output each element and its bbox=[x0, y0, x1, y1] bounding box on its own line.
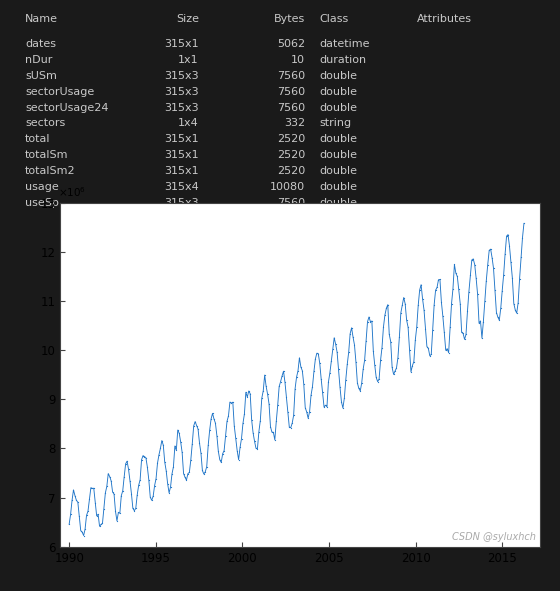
Text: usage: usage bbox=[25, 182, 59, 192]
Text: sectorUsage24: sectorUsage24 bbox=[25, 103, 109, 112]
Text: 1x1: 1x1 bbox=[178, 55, 199, 65]
Text: 1x4: 1x4 bbox=[178, 118, 199, 128]
Text: $\times10^6$: $\times10^6$ bbox=[58, 186, 86, 199]
Text: double: double bbox=[319, 87, 357, 97]
Text: 7560: 7560 bbox=[277, 103, 305, 112]
Text: 10: 10 bbox=[291, 55, 305, 65]
Text: 315x1: 315x1 bbox=[164, 150, 199, 160]
Text: totalSm2: totalSm2 bbox=[25, 166, 76, 176]
Text: 5062: 5062 bbox=[277, 39, 305, 49]
Text: 7560: 7560 bbox=[277, 87, 305, 97]
Text: 7560: 7560 bbox=[277, 198, 305, 208]
Text: sUSm: sUSm bbox=[25, 71, 57, 81]
Text: sectors: sectors bbox=[25, 118, 66, 128]
Text: double: double bbox=[319, 166, 357, 176]
Text: 315x1: 315x1 bbox=[164, 166, 199, 176]
Text: 315x3: 315x3 bbox=[164, 71, 199, 81]
Text: string: string bbox=[319, 118, 351, 128]
Text: 315x1: 315x1 bbox=[164, 39, 199, 49]
Text: 315x3: 315x3 bbox=[164, 87, 199, 97]
Text: 7560: 7560 bbox=[277, 71, 305, 81]
Text: double: double bbox=[319, 198, 357, 208]
Text: totalSm: totalSm bbox=[25, 150, 69, 160]
Text: double: double bbox=[319, 134, 357, 144]
Text: 332: 332 bbox=[284, 118, 305, 128]
Text: useSp: useSp bbox=[25, 198, 59, 208]
Text: Bytes: Bytes bbox=[274, 14, 305, 24]
Text: 2520: 2520 bbox=[277, 166, 305, 176]
Text: datetime: datetime bbox=[319, 39, 370, 49]
Text: Class: Class bbox=[319, 14, 348, 24]
Text: 315x3: 315x3 bbox=[164, 103, 199, 112]
Text: double: double bbox=[319, 150, 357, 160]
Text: nDur: nDur bbox=[25, 55, 53, 65]
Text: 2520: 2520 bbox=[277, 134, 305, 144]
Text: double: double bbox=[319, 182, 357, 192]
Text: Name: Name bbox=[25, 14, 58, 24]
Text: dates: dates bbox=[25, 39, 56, 49]
Text: 10080: 10080 bbox=[270, 182, 305, 192]
Text: CSDN @syluxhch: CSDN @syluxhch bbox=[452, 531, 535, 541]
Text: 315x4: 315x4 bbox=[164, 182, 199, 192]
Text: total: total bbox=[25, 134, 51, 144]
Text: double: double bbox=[319, 103, 357, 112]
Text: 315x1: 315x1 bbox=[164, 134, 199, 144]
Text: 315x3: 315x3 bbox=[164, 198, 199, 208]
Text: 2520: 2520 bbox=[277, 150, 305, 160]
Text: Size: Size bbox=[176, 14, 199, 24]
Text: double: double bbox=[319, 71, 357, 81]
Text: Attributes: Attributes bbox=[417, 14, 472, 24]
Text: duration: duration bbox=[319, 55, 366, 65]
Text: sectorUsage: sectorUsage bbox=[25, 87, 95, 97]
